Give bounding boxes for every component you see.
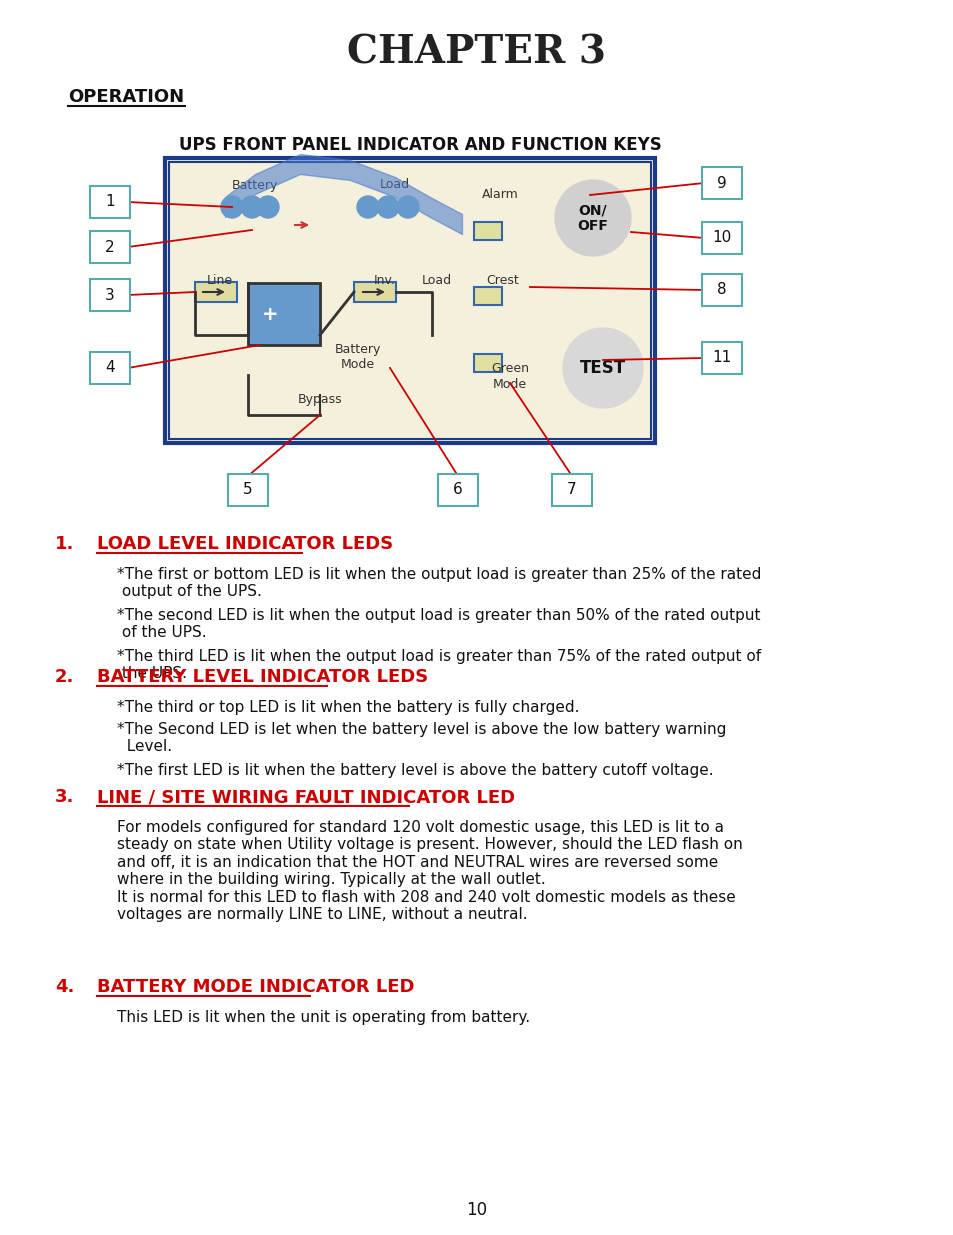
Text: This LED is lit when the unit is operating from battery.: This LED is lit when the unit is operati…	[117, 1010, 530, 1025]
FancyBboxPatch shape	[474, 354, 501, 372]
Text: 6: 6	[453, 483, 462, 498]
FancyBboxPatch shape	[701, 222, 741, 254]
FancyBboxPatch shape	[437, 474, 477, 506]
Text: +: +	[261, 305, 278, 324]
FancyBboxPatch shape	[165, 158, 655, 443]
Text: 10: 10	[466, 1200, 487, 1219]
Text: BATTERY MODE INDICATOR LED: BATTERY MODE INDICATOR LED	[97, 978, 414, 995]
Text: TEST: TEST	[579, 359, 625, 377]
Text: Bypass: Bypass	[297, 394, 342, 406]
Circle shape	[396, 196, 418, 219]
Text: 2: 2	[105, 240, 114, 254]
Text: 3.: 3.	[55, 788, 74, 806]
Text: *The third LED is lit when the output load is greater than 75% of the rated outp: *The third LED is lit when the output lo…	[117, 650, 760, 682]
Text: 3: 3	[105, 288, 114, 303]
Text: 11: 11	[712, 351, 731, 366]
Text: Inv.: Inv.	[374, 273, 395, 287]
Text: *The third or top LED is lit when the battery is fully charged.: *The third or top LED is lit when the ba…	[117, 700, 578, 715]
FancyBboxPatch shape	[701, 342, 741, 374]
Text: *The first or bottom LED is lit when the output load is greater than 25% of the : *The first or bottom LED is lit when the…	[117, 567, 760, 599]
FancyBboxPatch shape	[552, 474, 592, 506]
Text: OPERATION: OPERATION	[68, 88, 184, 106]
Circle shape	[555, 180, 630, 256]
Text: OFF: OFF	[577, 219, 608, 233]
Text: 8: 8	[717, 283, 726, 298]
Circle shape	[562, 329, 642, 408]
Text: BATTERY LEVEL INDICATOR LEDS: BATTERY LEVEL INDICATOR LEDS	[97, 668, 428, 685]
FancyBboxPatch shape	[701, 167, 741, 199]
Text: Load: Load	[421, 273, 452, 287]
Circle shape	[221, 196, 243, 219]
FancyBboxPatch shape	[194, 282, 236, 303]
Text: For models configured for standard 120 volt domestic usage, this LED is lit to a: For models configured for standard 120 v…	[117, 820, 742, 923]
Text: Green
Mode: Green Mode	[491, 363, 529, 391]
Text: 5: 5	[243, 483, 253, 498]
Text: Crest: Crest	[486, 273, 518, 287]
FancyBboxPatch shape	[90, 279, 130, 311]
FancyBboxPatch shape	[248, 283, 319, 345]
Circle shape	[376, 196, 398, 219]
Text: LINE / SITE WIRING FAULT INDICATOR LED: LINE / SITE WIRING FAULT INDICATOR LED	[97, 788, 515, 806]
Text: ON/: ON/	[578, 204, 607, 219]
FancyBboxPatch shape	[474, 287, 501, 305]
Text: 9: 9	[717, 175, 726, 190]
FancyBboxPatch shape	[90, 186, 130, 219]
FancyBboxPatch shape	[228, 474, 268, 506]
Circle shape	[256, 196, 278, 219]
Text: 10: 10	[712, 231, 731, 246]
Text: Line: Line	[207, 273, 233, 287]
Text: 1.: 1.	[55, 535, 74, 553]
Text: UPS FRONT PANEL INDICATOR AND FUNCTION KEYS: UPS FRONT PANEL INDICATOR AND FUNCTION K…	[178, 136, 660, 154]
Text: 4: 4	[105, 361, 114, 375]
FancyBboxPatch shape	[90, 231, 130, 263]
FancyBboxPatch shape	[474, 222, 501, 240]
Circle shape	[356, 196, 378, 219]
Text: Battery: Battery	[232, 179, 278, 191]
Text: CHAPTER 3: CHAPTER 3	[347, 33, 606, 70]
Text: 2.: 2.	[55, 668, 74, 685]
Text: LOAD LEVEL INDICATOR LEDS: LOAD LEVEL INDICATOR LEDS	[97, 535, 393, 553]
Text: Load: Load	[379, 179, 410, 191]
Text: Alarm: Alarm	[481, 189, 517, 201]
Text: 4.: 4.	[55, 978, 74, 995]
Text: *The Second LED is let when the battery level is above the low battery warning
 : *The Second LED is let when the battery …	[117, 722, 725, 755]
Text: *The first LED is lit when the battery level is above the battery cutoff voltage: *The first LED is lit when the battery l…	[117, 763, 713, 778]
Text: Battery
Mode: Battery Mode	[335, 342, 381, 372]
Text: 1: 1	[105, 194, 114, 210]
FancyBboxPatch shape	[90, 352, 130, 384]
Text: 7: 7	[567, 483, 577, 498]
Circle shape	[241, 196, 263, 219]
FancyBboxPatch shape	[701, 274, 741, 306]
FancyBboxPatch shape	[354, 282, 395, 303]
Text: *The second LED is lit when the output load is greater than 50% of the rated out: *The second LED is lit when the output l…	[117, 608, 760, 641]
